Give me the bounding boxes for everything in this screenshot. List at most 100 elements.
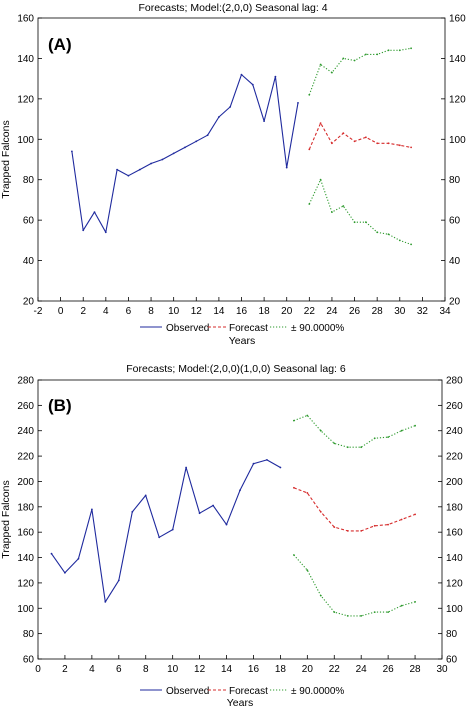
data-point-lower-interval bbox=[414, 601, 416, 603]
data-point-observed bbox=[266, 459, 268, 461]
data-point-lower-interval bbox=[387, 233, 390, 236]
chart-title: Forecasts; Model:(2,0,0) Seasonal lag: 4 bbox=[138, 2, 327, 14]
x-tick-label: 0 bbox=[58, 306, 64, 317]
data-point-observed bbox=[229, 106, 232, 108]
data-point-lower-interval bbox=[346, 615, 349, 617]
data-point-lower-interval bbox=[376, 231, 379, 234]
legend-forecast-label: Forecast bbox=[229, 323, 268, 334]
data-point-observed bbox=[263, 120, 265, 122]
y-tick-label-left: 60 bbox=[23, 216, 35, 227]
y-tick-label-left: 280 bbox=[17, 376, 34, 387]
legend-interval-label: ± 90.0000% bbox=[291, 686, 344, 697]
y-tick-label-right: 220 bbox=[446, 452, 463, 463]
data-point-forecast bbox=[319, 511, 322, 513]
y-tick-label-right: 40 bbox=[449, 256, 461, 267]
x-tick-label: 0 bbox=[35, 664, 41, 675]
x-tick-label: 28 bbox=[372, 306, 384, 317]
data-point-forecast bbox=[398, 144, 401, 147]
data-point-lower-interval bbox=[365, 221, 367, 224]
y-tick-label-left: 100 bbox=[17, 604, 34, 615]
data-point-upper-interval bbox=[400, 429, 403, 432]
y-tick-label-left: 120 bbox=[17, 578, 34, 589]
series-line-upper-interval bbox=[308, 47, 412, 95]
data-point-observed bbox=[158, 536, 161, 539]
y-tick-label-left: 140 bbox=[17, 553, 34, 564]
y-tick-label-left: 80 bbox=[23, 175, 35, 186]
y-tick-label-left: 120 bbox=[17, 94, 34, 105]
x-tick-label: 24 bbox=[326, 306, 338, 317]
data-point-upper-interval bbox=[410, 47, 412, 50]
data-point-observed bbox=[144, 494, 147, 497]
data-point-lower-interval bbox=[331, 211, 333, 214]
data-point-observed bbox=[64, 571, 66, 574]
data-point-lower-interval bbox=[400, 604, 403, 607]
data-point-forecast bbox=[360, 530, 363, 532]
x-tick-label: 16 bbox=[248, 664, 260, 675]
data-point-observed bbox=[117, 579, 120, 582]
y-tick-label-left: 260 bbox=[17, 401, 34, 412]
x-tick-label: 14 bbox=[221, 664, 233, 675]
y-tick-label-right: 60 bbox=[446, 655, 458, 666]
x-tick-label: 26 bbox=[383, 664, 395, 675]
data-point-observed bbox=[171, 528, 174, 531]
y-tick-label-right: 60 bbox=[449, 216, 461, 227]
y-tick-label-left: 160 bbox=[17, 528, 34, 539]
y-tick-label-right: 140 bbox=[446, 553, 463, 564]
data-point-lower-interval bbox=[353, 221, 356, 224]
data-point-upper-interval bbox=[414, 424, 416, 427]
data-point-upper-interval bbox=[319, 63, 322, 66]
data-point-upper-interval bbox=[308, 93, 311, 96]
legend: Observed Forecast ± 90.0000% bbox=[140, 686, 344, 697]
x-tick-label: 2 bbox=[62, 664, 68, 675]
data-point-upper-interval bbox=[319, 429, 322, 432]
panel-label: (A) bbox=[48, 35, 72, 54]
data-point-upper-interval bbox=[342, 57, 345, 60]
data-point-upper-interval bbox=[398, 49, 401, 52]
series-layer bbox=[71, 47, 412, 246]
data-point-observed bbox=[184, 146, 186, 149]
legend: Observed Forecast ± 90.0000% bbox=[140, 323, 344, 334]
data-point-upper-interval bbox=[293, 419, 295, 422]
data-point-observed bbox=[116, 168, 118, 171]
series-line-observed bbox=[51, 459, 281, 603]
series-line-observed bbox=[71, 74, 299, 233]
data-point-observed bbox=[150, 162, 153, 165]
data-point-forecast bbox=[353, 140, 356, 143]
x-tick-label: 6 bbox=[126, 306, 132, 317]
data-point-observed bbox=[82, 229, 85, 232]
y-tick-label-left: 160 bbox=[17, 14, 34, 25]
data-point-observed bbox=[77, 557, 80, 560]
data-point-forecast bbox=[365, 136, 367, 139]
data-point-forecast bbox=[387, 142, 390, 145]
data-point-lower-interval bbox=[293, 554, 295, 556]
x-tick-label: 12 bbox=[194, 664, 206, 675]
x-axis-label: Years bbox=[229, 335, 255, 347]
data-point-observed bbox=[71, 150, 73, 153]
legend-interval-label: ± 90.0000% bbox=[291, 323, 344, 334]
data-point-observed bbox=[240, 73, 243, 76]
data-point-upper-interval bbox=[346, 446, 349, 449]
data-point-upper-interval bbox=[333, 442, 336, 445]
x-tick-label: 10 bbox=[167, 664, 179, 675]
x-tick-label: 10 bbox=[168, 306, 180, 317]
y-tick-label-left: 20 bbox=[23, 297, 35, 308]
data-point-lower-interval bbox=[398, 239, 401, 242]
data-point-forecast bbox=[376, 142, 379, 145]
plot-frame bbox=[37, 379, 443, 660]
x-tick-label: 8 bbox=[148, 306, 154, 317]
data-point-lower-interval bbox=[360, 615, 363, 617]
legend-observed-label: Observed bbox=[166, 323, 209, 334]
y-tick-label-right: 80 bbox=[449, 175, 461, 186]
y-tick-label-left: 180 bbox=[17, 502, 34, 513]
chart-title: Forecasts; Model:(2,0,0)(1,0,0) Seasonal… bbox=[126, 363, 346, 375]
x-tick-label: 22 bbox=[304, 306, 316, 317]
x-tick-label: 12 bbox=[191, 306, 203, 317]
data-point-lower-interval bbox=[342, 205, 345, 207]
data-point-lower-interval bbox=[308, 203, 311, 205]
series-line-lower-interval bbox=[308, 179, 412, 245]
data-point-upper-interval bbox=[306, 414, 309, 417]
x-tick-label: 16 bbox=[236, 306, 248, 317]
chart-panel-a: Forecasts; Model:(2,0,0) Seasonal lag: 4… bbox=[0, 2, 466, 347]
x-tick-label: 26 bbox=[349, 306, 361, 317]
